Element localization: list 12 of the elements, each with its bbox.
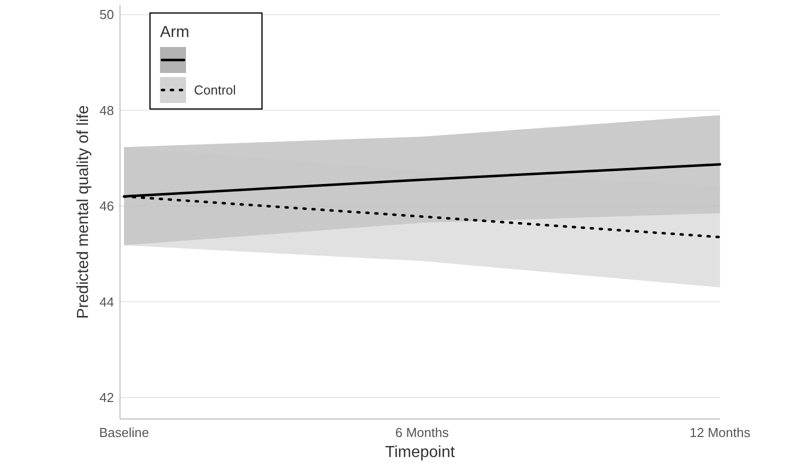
x-axis-title: Timepoint [385,444,456,461]
x-tick-label: 12 Months [690,425,751,440]
y-tick-label: 42 [100,390,114,406]
y-tick-label: 46 [100,198,114,214]
y-axis-title: Predicted mental quality of life [75,105,92,319]
y-tick-label: 50 [100,7,114,22]
legend-label: Control [194,82,236,98]
x-tick-label: 6 Months [395,425,450,440]
x-tick-label: Baseline [99,425,149,440]
y-tick-label: 48 [100,102,114,118]
legend-title: Arm [160,24,190,41]
y-tick-label: 44 [100,294,114,310]
